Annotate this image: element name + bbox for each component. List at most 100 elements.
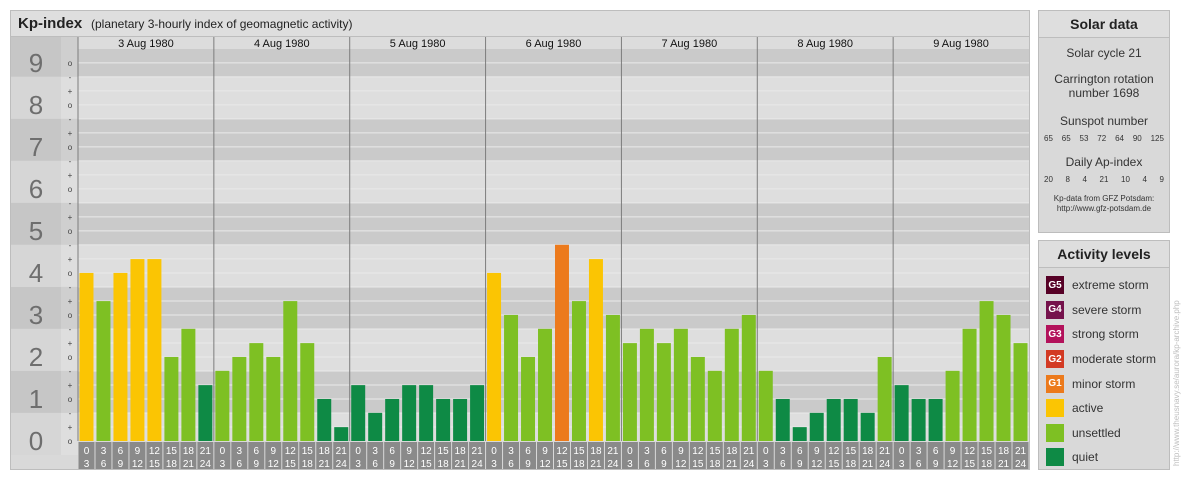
interval-start: 12 <box>421 446 433 457</box>
interval-end: 6 <box>237 459 243 469</box>
y-axis-band <box>11 370 61 413</box>
y-minor-label: + <box>68 423 73 432</box>
interval-cell <box>893 442 910 469</box>
interval-end: 24 <box>607 459 619 469</box>
interval-start: 9 <box>406 446 412 457</box>
interval-start: 9 <box>950 446 956 457</box>
interval-start: 21 <box>1015 446 1027 457</box>
interval-cell <box>876 442 893 469</box>
interval-start: 12 <box>556 446 568 457</box>
kp-bar <box>690 356 705 441</box>
y-minor-label: + <box>68 255 73 264</box>
legend-item-quiet: quiet <box>1039 445 1169 470</box>
y-axis-band <box>11 76 61 119</box>
y-tick-label: 8 <box>29 90 43 120</box>
solar-cycle: Solar cycle 21 <box>1066 46 1142 60</box>
interval-cell <box>570 442 587 469</box>
interval-start: 18 <box>319 446 331 457</box>
y-tick-label: 1 <box>29 384 43 414</box>
interval-cell <box>129 442 146 469</box>
y-minor-label: o <box>68 59 73 68</box>
interval-cell <box>265 442 282 469</box>
y-minor-label: o <box>68 227 73 236</box>
kp-bar <box>792 427 807 441</box>
interval-cell <box>791 442 808 469</box>
interval-end: 12 <box>132 459 144 469</box>
interval-end: 6 <box>780 459 786 469</box>
ap-value-7: 9 <box>1159 175 1164 184</box>
ap-value-2: 8 <box>1065 175 1070 184</box>
interval-end: 9 <box>933 459 939 469</box>
interval-cell <box>1012 442 1029 469</box>
interval-end: 9 <box>254 459 260 469</box>
day-label: 5 Aug 1980 <box>390 38 446 50</box>
interval-cell <box>927 442 944 469</box>
interval-end: 15 <box>421 459 433 469</box>
y-axis-band <box>11 37 61 77</box>
kp-bar <box>588 259 603 441</box>
y-minor-label: - <box>69 157 72 166</box>
interval-end: 15 <box>285 459 297 469</box>
interval-cell <box>146 442 163 469</box>
interval-start: 18 <box>183 446 195 457</box>
interval-start: 15 <box>845 446 857 457</box>
interval-cell <box>367 442 384 469</box>
interval-end: 24 <box>200 459 212 469</box>
legend-item-unsettled: unsettled <box>1039 421 1169 446</box>
interval-cell <box>282 442 299 469</box>
interval-end: 18 <box>845 459 857 469</box>
ap-value-5: 10 <box>1121 175 1130 184</box>
sunspot-value-6: 90 <box>1132 134 1142 143</box>
interval-end: 21 <box>455 459 467 469</box>
solar-data-panel: Solar data Solar cycle 21 Carrington rot… <box>1038 10 1170 233</box>
interval-start: 15 <box>438 446 450 457</box>
y-minor-band <box>61 37 78 77</box>
y-minor-label: - <box>69 367 72 376</box>
sunspot-value-7: 125 <box>1150 134 1164 143</box>
day-label: 4 Aug 1980 <box>254 38 310 50</box>
interval-start: 6 <box>254 446 260 457</box>
y-axis-band <box>11 202 61 245</box>
kp-bar <box>402 385 417 441</box>
interval-end: 3 <box>491 459 497 469</box>
y-tick-label: 4 <box>29 258 43 288</box>
interval-end: 15 <box>692 459 704 469</box>
kp-bar <box>487 272 502 441</box>
y-axis-band <box>11 328 61 371</box>
kp-bar <box>96 301 111 441</box>
y-axis-band <box>11 118 61 161</box>
kp-bar <box>605 314 620 441</box>
interval-end: 15 <box>964 459 976 469</box>
interval-end: 24 <box>472 459 484 469</box>
legend-label: unsettled <box>1072 425 1121 440</box>
kp-bar <box>1013 343 1028 441</box>
y-axis-band <box>11 412 61 455</box>
y-minor-band <box>61 328 78 371</box>
kp-bar <box>79 272 94 441</box>
interval-start: 15 <box>709 446 721 457</box>
kp-bar <box>979 301 994 441</box>
interval-end: 21 <box>183 459 195 469</box>
kp-bar <box>911 398 926 441</box>
watermark: http://www.theusnavy.se/aurora/kp-archiv… <box>1172 300 1181 466</box>
kp-bar <box>283 301 298 441</box>
interval-cell <box>452 442 469 469</box>
date-strip <box>78 37 1029 49</box>
kp-bar <box>843 398 858 441</box>
plot-band <box>78 76 1029 119</box>
activity-legend: G5 extreme storm G4 severe storm G3 strong st… <box>1039 268 1169 470</box>
legend-label: strong storm <box>1072 327 1139 342</box>
interval-start: 6 <box>797 446 803 457</box>
y-axis-band <box>11 160 61 203</box>
interval-cell <box>910 442 927 469</box>
interval-start: 21 <box>743 446 755 457</box>
kp-bar <box>351 385 366 441</box>
y-minor-label: o <box>68 353 73 362</box>
y-minor-label: - <box>69 73 72 82</box>
legend-swatch: G1 <box>1046 374 1064 393</box>
interval-start: 9 <box>542 446 548 457</box>
interval-cell <box>78 442 95 469</box>
chart-subtitle: (planetary 3-hourly index of geomagnetic… <box>91 17 353 31</box>
interval-start: 0 <box>899 446 905 457</box>
interval-end: 15 <box>556 459 568 469</box>
